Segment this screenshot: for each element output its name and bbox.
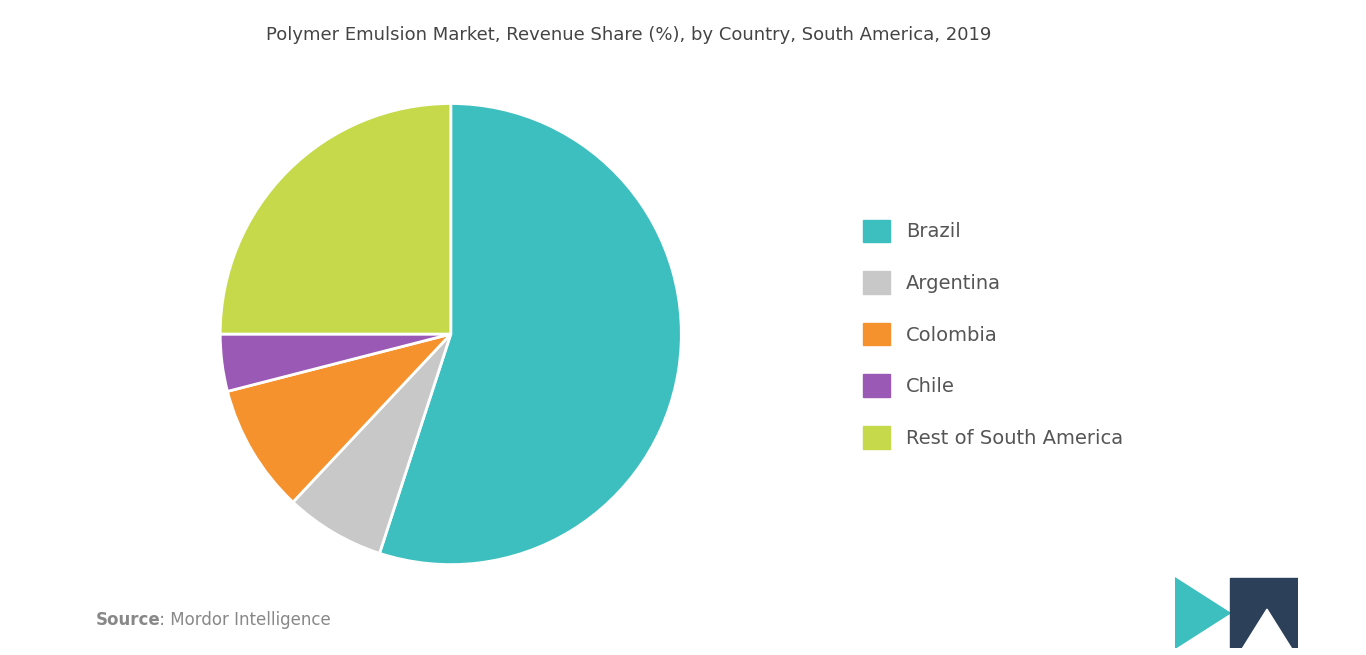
Wedge shape <box>380 103 682 565</box>
Text: Polymer Emulsion Market, Revenue Share (%), by Country, South America, 2019: Polymer Emulsion Market, Revenue Share (… <box>265 26 992 44</box>
Wedge shape <box>220 103 451 334</box>
Polygon shape <box>1175 578 1231 648</box>
Wedge shape <box>228 334 451 502</box>
Text: Source: Source <box>96 611 160 629</box>
Wedge shape <box>292 334 451 553</box>
Wedge shape <box>220 334 451 392</box>
Text: : Mordor Intelligence: : Mordor Intelligence <box>154 611 331 629</box>
Polygon shape <box>1231 578 1298 648</box>
Polygon shape <box>1243 609 1292 648</box>
Legend: Brazil, Argentina, Colombia, Chile, Rest of South America: Brazil, Argentina, Colombia, Chile, Rest… <box>855 212 1131 457</box>
